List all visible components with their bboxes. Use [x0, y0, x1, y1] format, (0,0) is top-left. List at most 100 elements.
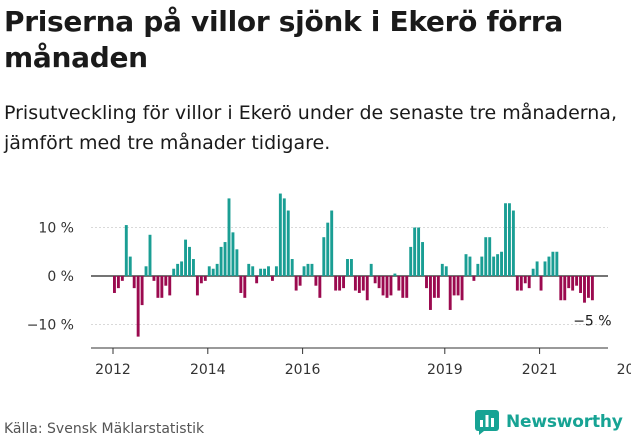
bar: [219, 246, 223, 276]
y-tick-label: 10 %: [38, 221, 74, 237]
bar: [409, 246, 413, 276]
bar-series: [113, 193, 594, 337]
bar: [535, 261, 539, 276]
bar: [587, 276, 590, 298]
bar: [559, 276, 563, 301]
bar: [515, 276, 519, 291]
bar: [330, 210, 334, 276]
bar: [452, 276, 456, 296]
bar: [271, 276, 274, 281]
axes: 2012 2014 2016 2019 2021 2023: [91, 347, 631, 378]
bar: [575, 276, 579, 286]
bar: [263, 268, 266, 276]
bar: [116, 276, 120, 289]
bar: [322, 237, 326, 276]
bar: [357, 276, 361, 293]
bar: [472, 276, 476, 281]
bar: [440, 263, 444, 277]
x-tick-label: 2016: [285, 362, 321, 378]
bar: [484, 237, 488, 276]
bar: [381, 276, 385, 296]
last-value-annotation: −5 %: [573, 313, 611, 329]
bar: [361, 276, 365, 291]
bar: [298, 276, 302, 286]
bar: [286, 210, 290, 276]
newsworthy-logo-icon: [475, 410, 499, 435]
bar-chart: 10 % 0 % −10 % 2012 2014 2016 2019 2021 2023 −5…: [27, 193, 631, 378]
bar: [417, 227, 421, 276]
bar: [235, 249, 239, 276]
bar: [456, 276, 460, 296]
chart-subtitle: Prisutveckling för villor i Ekerö under …: [4, 102, 617, 154]
bar: [152, 276, 156, 281]
bar: [168, 276, 172, 296]
bar: [571, 276, 575, 291]
bar: [294, 276, 298, 291]
bar: [464, 254, 468, 276]
bar: [231, 232, 235, 276]
bar: [350, 259, 353, 276]
chart-title: Priserna på villor sjönk i Ekerö förra m…: [4, 5, 563, 74]
bar: [432, 276, 436, 298]
bar: [448, 276, 452, 310]
bar: [460, 276, 464, 301]
bar: [176, 263, 180, 277]
bar: [172, 268, 176, 276]
bar: [136, 276, 140, 337]
bar: [290, 259, 294, 276]
y-tick-label: 0 %: [47, 269, 74, 285]
bar: [120, 276, 124, 281]
bar: [504, 203, 507, 276]
newsworthy-logo: Newsworthy: [474, 409, 623, 435]
bar: [199, 276, 203, 284]
bar: [425, 276, 428, 289]
bar: [429, 276, 432, 310]
bar: [468, 256, 472, 276]
x-tick-label: 2019: [427, 362, 463, 378]
bar: [583, 276, 586, 303]
bar: [377, 276, 381, 289]
bar: [267, 266, 270, 276]
bar: [531, 268, 535, 276]
source-credit: Källa: Svensk Mäklarstatistik: [4, 421, 205, 437]
bar: [508, 203, 511, 276]
bar: [156, 276, 160, 298]
bar: [227, 198, 231, 276]
bar: [164, 276, 168, 286]
bar: [203, 276, 207, 281]
bar: [124, 225, 128, 276]
bar: [195, 276, 199, 296]
bar: [373, 276, 377, 284]
bar: [500, 251, 503, 276]
bar: [590, 276, 594, 301]
bar: [215, 263, 219, 277]
bar: [511, 210, 515, 276]
bar: [389, 276, 393, 296]
bar: [527, 276, 531, 289]
bar: [188, 246, 191, 276]
bar: [551, 251, 555, 276]
bar: [302, 266, 306, 276]
bar: [223, 242, 227, 276]
bar: [397, 276, 401, 291]
bar: [243, 276, 247, 298]
bar: [401, 276, 405, 298]
bar: [255, 276, 259, 284]
bar: [192, 259, 195, 276]
bar: [282, 198, 286, 276]
bar: [421, 242, 424, 276]
bar: [393, 273, 397, 276]
bar: [369, 263, 373, 277]
bar: [496, 254, 500, 276]
bar: [385, 276, 389, 298]
bar: [555, 251, 559, 276]
bar: [278, 193, 282, 276]
bar: [132, 276, 136, 289]
bar: [318, 276, 322, 298]
brand-name: Newsworthy: [506, 412, 623, 432]
bar: [353, 276, 357, 291]
bar: [207, 266, 211, 276]
bar: [519, 276, 523, 291]
bar: [413, 227, 417, 276]
bar: [306, 263, 310, 277]
